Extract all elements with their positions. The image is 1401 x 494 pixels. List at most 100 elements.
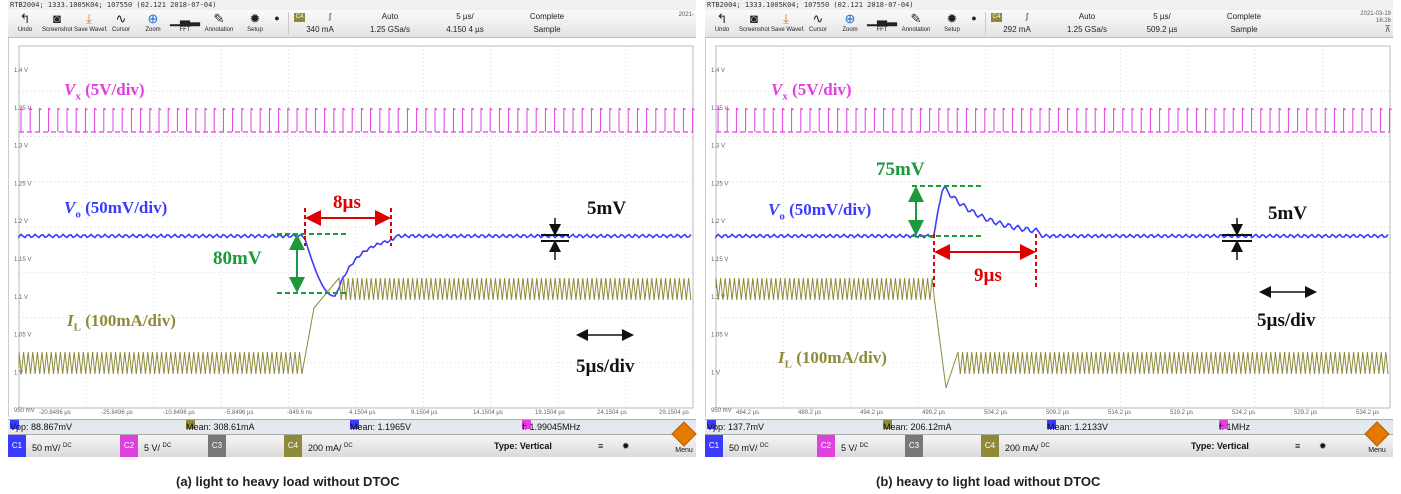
x-tick-label: -25.8496 µs bbox=[101, 410, 133, 416]
acquisition-status[interactable]: C4 ʃ Auto 5 µs/ Complete 292 mA 1.25 GSa… bbox=[987, 11, 1357, 36]
waveform-svg: 1.4 V1.35 V1.3 V1.25 V1.2 V1.15 V1.1 V1.… bbox=[14, 45, 695, 416]
y-tick-label: 1.1 V bbox=[14, 295, 28, 301]
ch2-scale[interactable]: 5 V/ DC bbox=[841, 443, 869, 453]
ch1-button[interactable]: C1 bbox=[8, 435, 26, 457]
ripple-label: 5mV bbox=[1268, 203, 1308, 224]
x-tick-label: 484.2 µs bbox=[736, 410, 759, 416]
cursor-button[interactable]: ∿ Cursor bbox=[106, 11, 136, 36]
waveform-display[interactable]: 1.4 V 1.35 V 1.3 V 1.25 V 1.2 V 1.15 V 1.1 V 1.… bbox=[8, 38, 697, 417]
horizontal-position: 509.2 µs bbox=[1146, 25, 1178, 34]
ripple-label: 5mV bbox=[587, 198, 627, 219]
menu-button[interactable]: Menu bbox=[670, 420, 698, 454]
ch2-button[interactable]: C2 bbox=[120, 435, 138, 457]
camera-icon: ◙ bbox=[53, 11, 61, 26]
more-button[interactable]: ● bbox=[270, 11, 284, 36]
y-tick-label: 1.2 V bbox=[711, 219, 725, 225]
ch3-button[interactable]: C3 bbox=[905, 435, 923, 457]
divider bbox=[288, 12, 289, 35]
y-tick-label: 1.4 V bbox=[711, 68, 725, 74]
y-tick-label: 950 mV bbox=[14, 408, 35, 414]
instrument-info: RTB2004; 1333.1005K04; 107550 (02.121 20… bbox=[8, 0, 696, 10]
undo-button[interactable]: ↰ Undo bbox=[707, 11, 737, 36]
il-trace bbox=[715, 277, 1389, 389]
x-tick-label: -849.6 ns bbox=[287, 410, 312, 416]
y-tick-label: 1.3 V bbox=[711, 144, 725, 150]
ch3-button[interactable]: C3 bbox=[208, 435, 226, 457]
svg-text:Menu: Menu bbox=[1368, 447, 1386, 454]
vx-label: Vx (5V/div) bbox=[771, 80, 852, 103]
cursor-button[interactable]: ∿ Cursor bbox=[803, 11, 833, 36]
x-tick-label: 499.2 µs bbox=[922, 410, 945, 416]
ch2-button[interactable]: C2 bbox=[817, 435, 835, 457]
network-icon: ⊼ bbox=[1384, 24, 1391, 34]
ch4-scale[interactable]: 200 mA/ DC bbox=[308, 443, 353, 453]
timebase-label: 5µs/div bbox=[1257, 310, 1316, 331]
ch1-scale[interactable]: 50 mV/ DC bbox=[32, 443, 72, 453]
undo-icon: ↰ bbox=[716, 11, 728, 26]
pen-icon: ✎ bbox=[910, 11, 922, 26]
acquisition-status[interactable]: C4 ʃ Auto 5 µs/ Complete 340 mA 1.25 GSa… bbox=[290, 11, 678, 36]
recovery-time-label: 8µs bbox=[333, 192, 361, 213]
setup-button[interactable]: ✹ Setup bbox=[937, 11, 967, 36]
ch1-button[interactable]: C1 bbox=[705, 435, 723, 457]
fft-button[interactable]: ▁▃▂ FFT bbox=[170, 11, 200, 33]
undo-button[interactable]: ↰ Undo bbox=[10, 11, 40, 36]
annotation-button[interactable]: ✎ Annotation bbox=[901, 11, 931, 33]
zoom-button[interactable]: ⊕ Zoom bbox=[835, 11, 865, 36]
x-tick-label: 4.1504 µs bbox=[349, 410, 375, 416]
y-tick-label: 1.35 V bbox=[14, 106, 31, 112]
waveform-display[interactable]: 1.4 V 1.35 V 1.3 V 1.25 V 1.2 V 1.15 V 1.1 V 1.… bbox=[705, 38, 1394, 417]
y-tick-label: 1.05 V bbox=[14, 333, 31, 339]
save-waveform-button[interactable]: ⤓ Save Wavef. bbox=[74, 11, 108, 33]
more-button[interactable]: ● bbox=[967, 11, 981, 36]
gear-icon: ✹ bbox=[249, 11, 261, 26]
settings-icon[interactable]: ✹ bbox=[1319, 441, 1327, 451]
toolbar: ↰ Undo ◙ Screenshot ⤓ Save Wavef. ∿ Cursor ⊕… bbox=[705, 10, 1393, 38]
ch2-scale[interactable]: 5 V/ DC bbox=[144, 443, 172, 453]
ch1-scale[interactable]: 50 mV/ DC bbox=[729, 443, 769, 453]
screenshot-button[interactable]: ◙ Screenshot bbox=[739, 11, 770, 33]
vo-trace bbox=[715, 186, 1389, 239]
x-tick-label: 534.2 µs bbox=[1356, 410, 1379, 416]
save-waveform-icon: ⤓ bbox=[86, 11, 92, 26]
channel-bar: C1 50 mV/ DC C2 5 V/ DC C3 C4 200 mA/ DC… bbox=[8, 434, 696, 457]
ch4-scale[interactable]: 200 mA/ DC bbox=[1005, 443, 1050, 453]
channel-bar: C1 50 mV/ DC C2 5 V/ DC C3 C4 200 mA/ DC… bbox=[705, 434, 1393, 457]
il-trace bbox=[18, 276, 692, 375]
acq-mode: Sample bbox=[1230, 25, 1258, 34]
instrument-info: RTB2004; 1333.1005K04; 107550 (02.121 20… bbox=[705, 0, 1393, 10]
ch4-button[interactable]: C4 bbox=[284, 435, 302, 457]
type-selector[interactable]: Type: Vertical bbox=[494, 441, 552, 451]
trigger-level: 340 mA bbox=[306, 25, 334, 34]
plot-frame bbox=[715, 45, 1391, 409]
fft-button[interactable]: ▁▃▂ FFT bbox=[867, 11, 897, 33]
dot-icon: ● bbox=[274, 13, 280, 23]
menu-button[interactable]: Menu bbox=[1363, 420, 1391, 454]
caption-a: (a) light to heavy load without DTOC bbox=[176, 474, 400, 489]
save-waveform-button[interactable]: ⤓ Save Wavef. bbox=[771, 11, 805, 33]
svg-text:Menu: Menu bbox=[675, 447, 693, 454]
setup-button[interactable]: ✹ Setup bbox=[240, 11, 270, 36]
undo-icon: ↰ bbox=[19, 11, 31, 26]
ch4-button[interactable]: C4 bbox=[981, 435, 999, 457]
waveform-svg: 1.4 V1.35 V1.3 V1.25 V1.2 V1.15 V1.1 V1.… bbox=[711, 45, 1392, 416]
vx-switching-pulses bbox=[717, 107, 1392, 132]
settings-icon[interactable]: ✹ bbox=[622, 441, 630, 451]
save-waveform-icon: ⤓ bbox=[783, 11, 789, 26]
zoom-icon: ⊕ bbox=[844, 11, 856, 26]
y-tick-label: 1.3 V bbox=[14, 144, 28, 150]
y-tick-label: 1.15 V bbox=[14, 257, 31, 263]
screenshot-button[interactable]: ◙ Screenshot bbox=[42, 11, 73, 33]
type-selector[interactable]: Type: Vertical bbox=[1191, 441, 1249, 451]
x-tick-label: 514.2 µs bbox=[1108, 410, 1131, 416]
list-icon[interactable]: ≡ bbox=[1295, 441, 1301, 451]
x-tick-label: 494.2 µs bbox=[860, 410, 883, 416]
y-tick-label: 1.25 V bbox=[711, 181, 728, 187]
y-tick-label: 1.4 V bbox=[14, 68, 28, 74]
zoom-button[interactable]: ⊕ Zoom bbox=[138, 11, 168, 36]
date-stamp: 2021- bbox=[678, 12, 694, 18]
date-stamp: 2021-03-19 bbox=[1360, 11, 1391, 17]
x-tick-label: -10.8496 µs bbox=[163, 410, 195, 416]
list-icon[interactable]: ≡ bbox=[598, 441, 604, 451]
annotation-button[interactable]: ✎ Annotation bbox=[204, 11, 234, 33]
